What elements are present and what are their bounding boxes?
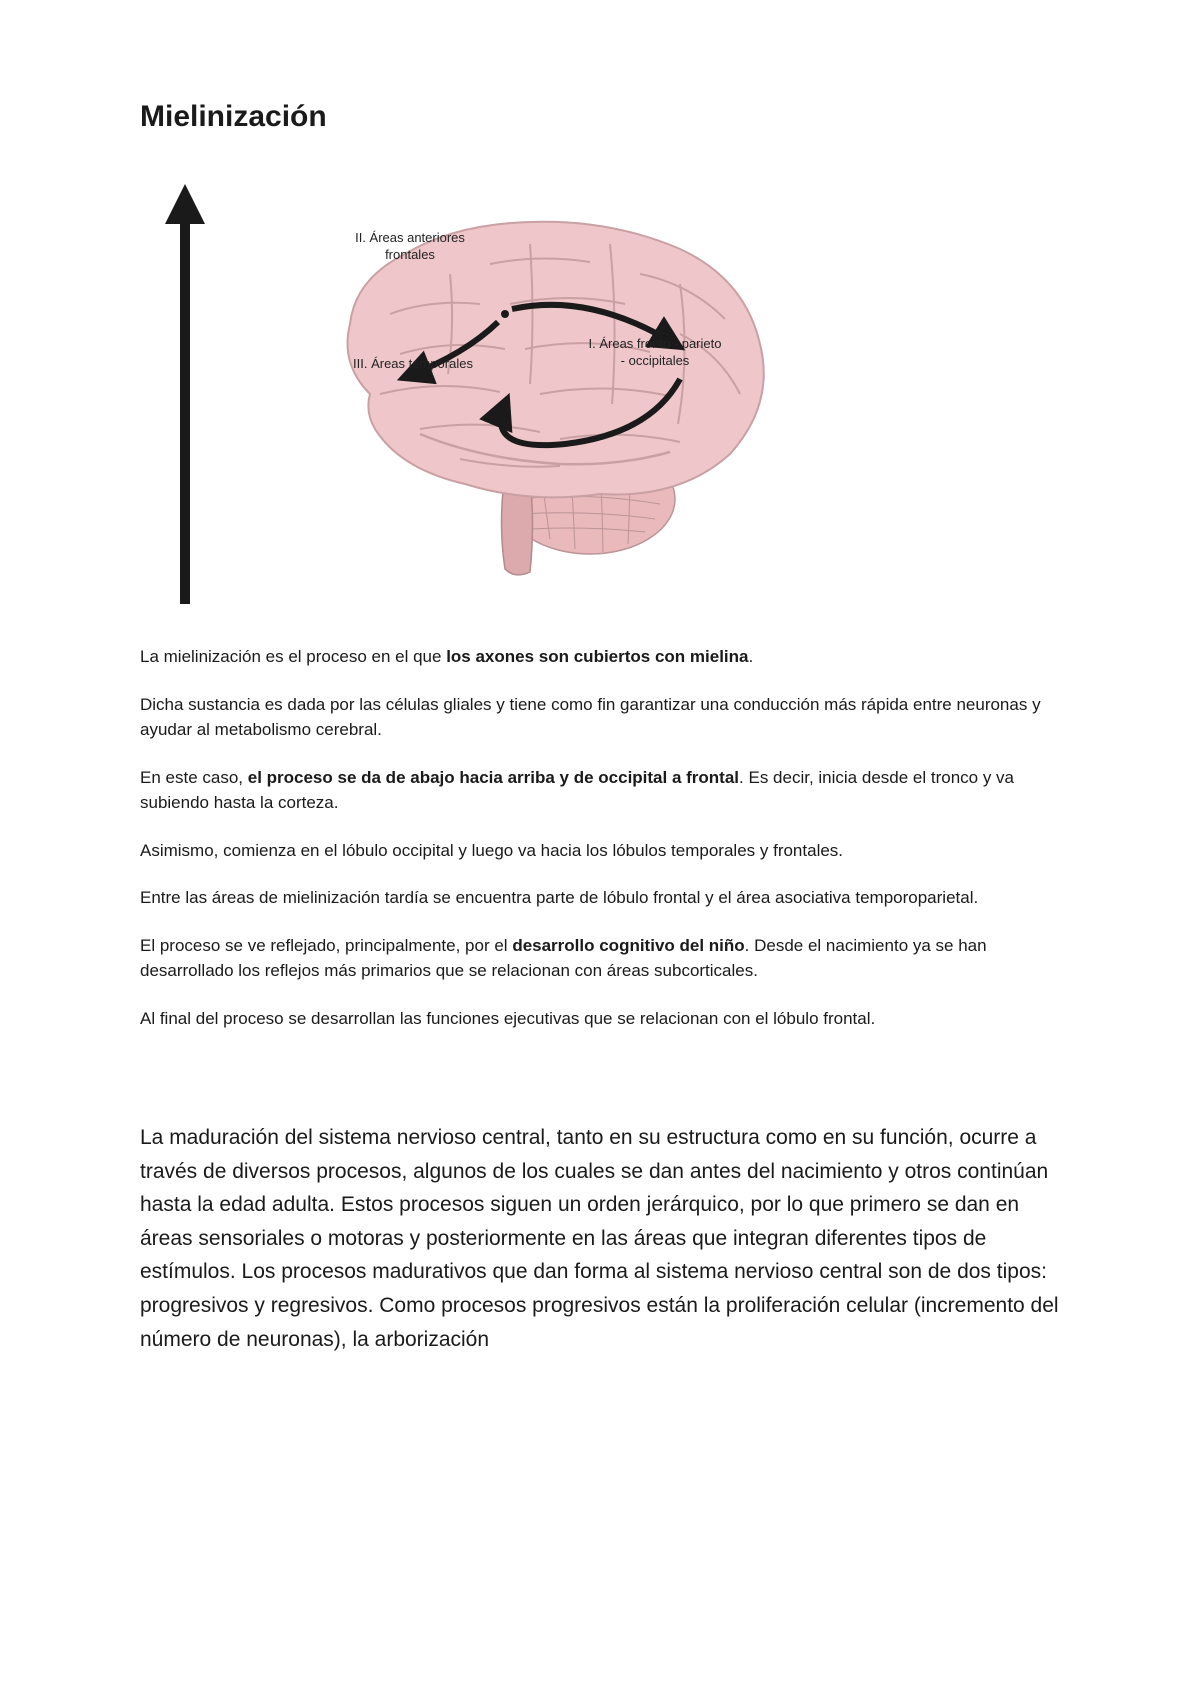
vertical-arrow-icon <box>160 184 210 604</box>
diagram-label-ii: II. Áreas anteriores frontales <box>340 230 480 264</box>
p1-text-c: . <box>749 647 754 666</box>
p1-bold: los axones son cubiertos con mielina <box>446 647 748 666</box>
brain-diagram: II. Áreas anteriores frontales III. Área… <box>140 184 840 604</box>
body-paragraphs: La mielinización es el proceso en el que… <box>140 644 1060 1031</box>
paragraph-5: Entre las áreas de mielinización tardía … <box>140 885 1060 911</box>
diagram-label-i: I. Áreas fronto - parieto - occipitales <box>585 336 725 370</box>
p6-bold: desarrollo cognitivo del niño <box>512 936 744 955</box>
paragraph-4: Asimismo, comienza en el lóbulo occipita… <box>140 838 1060 864</box>
paragraph-6: El proceso se ve reflejado, principalmen… <box>140 933 1060 984</box>
p3-bold: el proceso se da de abajo hacia arriba y… <box>248 768 739 787</box>
summary-text: La maduración del sistema nervioso centr… <box>140 1121 1060 1356</box>
paragraph-2: Dicha sustancia es dada por las células … <box>140 692 1060 743</box>
diagram-label-iii: III. Áreas temporales <box>343 356 483 373</box>
paragraph-3: En este caso, el proceso se da de abajo … <box>140 765 1060 816</box>
paragraph-7: Al final del proceso se desarrollan las … <box>140 1006 1060 1032</box>
page-title: Mielinización <box>140 100 1060 134</box>
p3-text-a: En este caso, <box>140 768 248 787</box>
paragraph-1: La mielinización es el proceso en el que… <box>140 644 1060 670</box>
summary-section: La maduración del sistema nervioso centr… <box>140 1121 1060 1356</box>
p1-text-a: La mielinización es el proceso en el que <box>140 647 446 666</box>
p6-text-a: El proceso se ve reflejado, principalmen… <box>140 936 512 955</box>
